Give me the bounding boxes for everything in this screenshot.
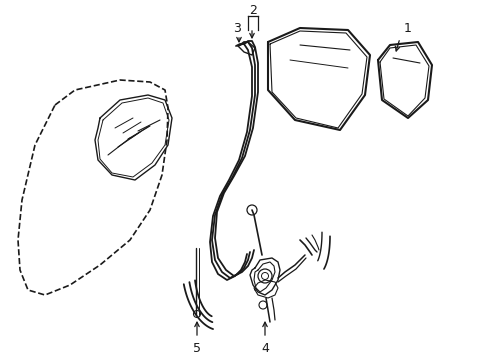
Text: 5: 5 [193,342,201,355]
Text: 4: 4 [261,342,268,355]
Text: 2: 2 [248,4,256,17]
Text: 1: 1 [403,22,411,35]
Text: 3: 3 [233,22,241,35]
